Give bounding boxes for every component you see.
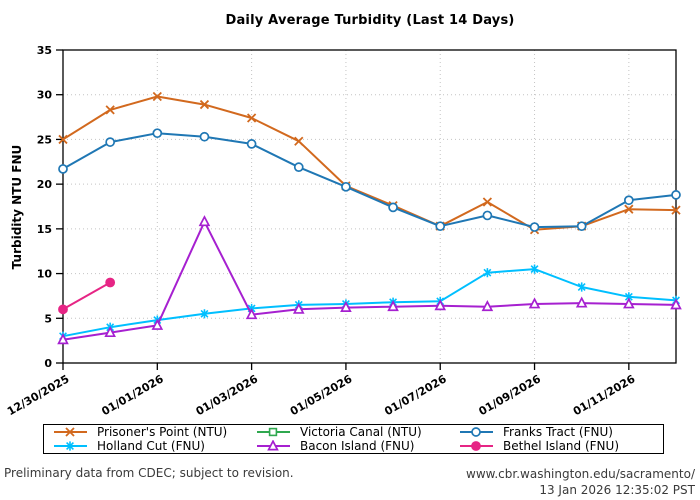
y-tick-label: 35	[37, 44, 52, 57]
legend-swatch-asterisk-icon	[54, 441, 87, 451]
series-bethel-island-fnu	[58, 277, 116, 315]
y-tick-label: 30	[37, 89, 53, 102]
y-tick-label: 10	[37, 268, 53, 281]
footer-url: www.cbr.washington.edu/sacramento/	[466, 467, 695, 481]
y-tick-label: 25	[37, 133, 52, 146]
chart-title: Daily Average Turbidity (Last 14 Days)	[225, 13, 515, 28]
legend-label: Bethel Island (FNU)	[503, 439, 619, 453]
legend: Prisoner's Point (NTU) Victoria Canal (NT…	[43, 424, 664, 454]
footer-timestamp: 13 Jan 2026 12:35:02 PST	[539, 483, 695, 497]
y-tick-label: 15	[37, 223, 52, 236]
series-franks-tract-fnu	[58, 128, 681, 232]
y-tick-label: 5	[44, 312, 52, 325]
legend-swatch-circle-icon	[460, 427, 493, 437]
chart-plot-area: 0 5 10 15 20 25 30 35 12/30/2025 01/01/2026 01/03/…	[5, 44, 682, 418]
y-axis: 0 5 10 15 20 25 30 35	[37, 44, 63, 370]
plot-border	[62, 49, 677, 364]
x-tick-label: 01/05/2026	[288, 372, 355, 418]
legend-label: Victoria Canal (NTU)	[300, 425, 422, 439]
y-tick-label: 0	[44, 357, 52, 370]
legend-swatch-dot-icon	[460, 441, 493, 451]
series-bacon-island-fnu	[57, 215, 682, 345]
legend-swatch-x-icon	[54, 427, 87, 437]
legend-swatch-triangle-icon	[257, 440, 290, 451]
legend-item-franks-tract-fnu: Franks Tract (FNU)	[458, 425, 661, 439]
x-tick-label: 01/11/2026	[571, 372, 638, 418]
legend-item-bacon-island-fnu: Bacon Island (FNU)	[255, 439, 458, 453]
legend-swatch-square-icon	[257, 427, 290, 437]
legend-label: Franks Tract (FNU)	[503, 425, 613, 439]
legend-label: Bacon Island (FNU)	[300, 439, 415, 453]
legend-item-holland-cut-fnu: Holland Cut (FNU)	[52, 439, 255, 453]
legend-label: Prisoner's Point (NTU)	[97, 425, 228, 439]
legend-item-prisoner-s-point-ntu: Prisoner's Point (NTU)	[52, 425, 255, 439]
legend-label: Holland Cut (FNU)	[97, 439, 205, 453]
footer-site-and-timestamp: www.cbr.washington.edu/sacramento/ 13 Ja…	[466, 466, 695, 498]
x-tick-label: 01/01/2026	[99, 372, 166, 418]
y-tick-label: 20	[37, 178, 53, 191]
x-tick-label: 12/30/2025	[5, 372, 71, 418]
x-axis: 12/30/2025 01/01/2026 01/03/2026 01/05/2026…	[5, 363, 638, 418]
footer-source-note: Preliminary data from CDEC; subject to r…	[4, 466, 294, 480]
x-tick-label: 01/07/2026	[382, 372, 449, 418]
x-tick-label: 01/09/2026	[477, 372, 544, 418]
legend-item-bethel-island-fnu: Bethel Island (FNU)	[458, 439, 661, 453]
legend-item-victoria-canal-ntu: Victoria Canal (NTU)	[255, 425, 458, 439]
series-prisoner-s-point-ntu	[58, 91, 681, 235]
x-tick-label: 01/03/2026	[194, 372, 261, 418]
